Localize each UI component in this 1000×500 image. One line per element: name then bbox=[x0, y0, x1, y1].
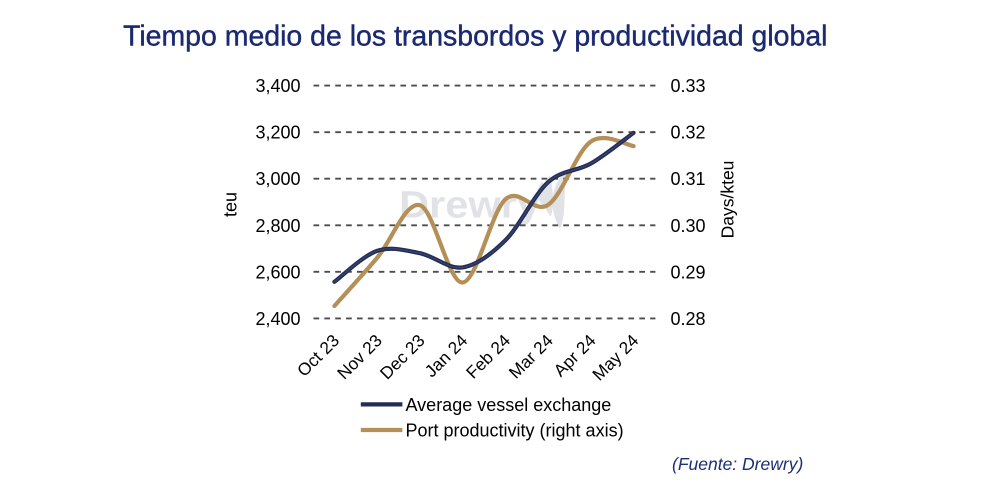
svg-text:3,000: 3,000 bbox=[255, 169, 300, 189]
svg-text:2,600: 2,600 bbox=[255, 262, 300, 282]
svg-text:2,400: 2,400 bbox=[255, 309, 300, 329]
svg-text:3,400: 3,400 bbox=[255, 76, 300, 96]
svg-text:0.31: 0.31 bbox=[671, 169, 706, 189]
svg-text:Port productivity (right axis): Port productivity (right axis) bbox=[406, 420, 624, 440]
svg-text:Average vessel exchange: Average vessel exchange bbox=[406, 395, 612, 415]
svg-text:Tiempo medio de los transbordo: Tiempo medio de los transbordos y produc… bbox=[123, 21, 828, 53]
svg-text:2,800: 2,800 bbox=[255, 216, 300, 236]
svg-text:0.30: 0.30 bbox=[671, 216, 706, 236]
svg-text:teu: teu bbox=[221, 192, 241, 217]
svg-text:0.32: 0.32 bbox=[671, 123, 706, 143]
svg-text:0.29: 0.29 bbox=[671, 262, 706, 282]
svg-text:(Fuente: Drewry): (Fuente: Drewry) bbox=[672, 454, 803, 474]
svg-text:0.33: 0.33 bbox=[671, 76, 706, 96]
svg-text:3,200: 3,200 bbox=[255, 123, 300, 143]
svg-text:0.28: 0.28 bbox=[671, 309, 706, 329]
svg-text:Days/kteu: Days/kteu bbox=[718, 161, 738, 239]
